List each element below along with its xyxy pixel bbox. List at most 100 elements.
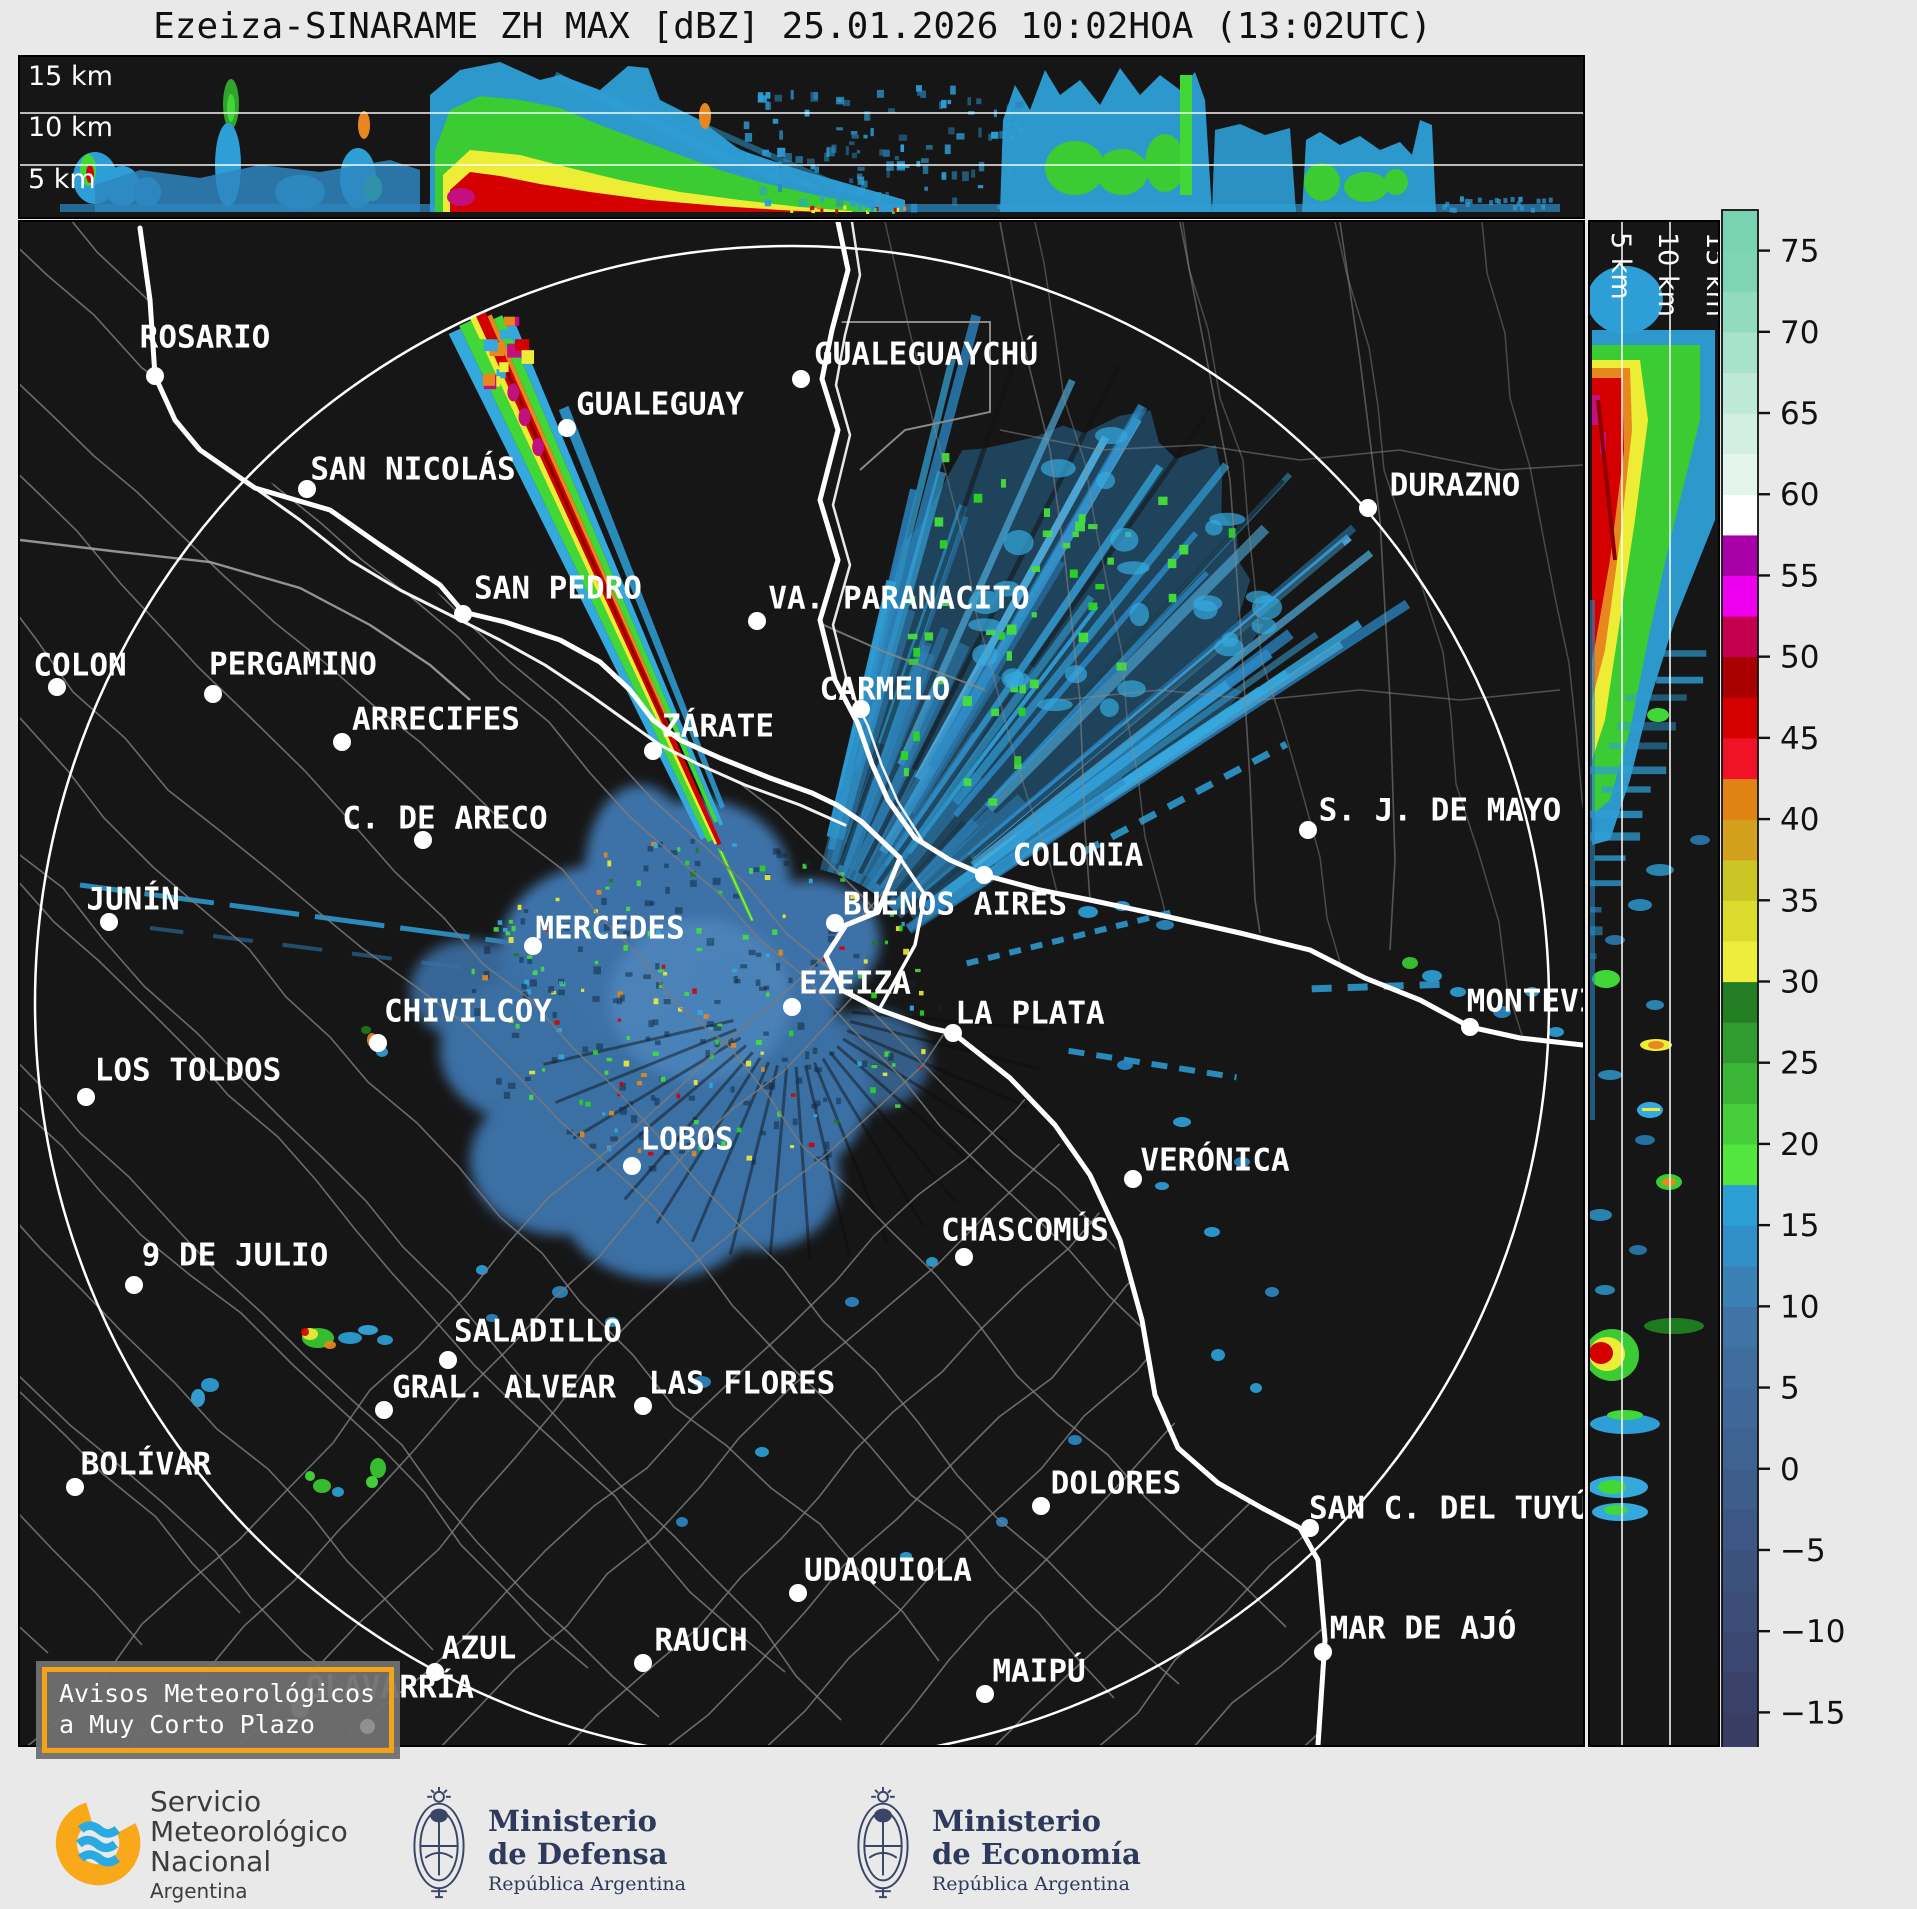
rect [950,85,956,95]
blob-speck [813,962,819,967]
top-echoes [60,62,1560,214]
blob-speck [661,964,666,969]
blob-speck [730,1086,735,1093]
blob-speck [532,970,538,976]
blob-speck [465,1001,471,1008]
fan-green-speck [963,778,972,787]
city-label: PERGAMINO [209,647,377,683]
boundary-line [1424,222,1583,1653]
city-label: ROSARIO [140,320,271,356]
blob-speck [630,1115,638,1123]
fan-lump [972,644,998,666]
blob-spoke [829,1051,958,1204]
colorbar-segment [1722,981,1758,1023]
rect [976,98,982,105]
blob-speck [521,983,527,990]
city-dot [369,1034,387,1052]
fan-lump [1003,530,1034,556]
blob-speck [698,1145,703,1151]
beam-tip-cell [521,350,535,364]
colorbar-tick-label: −15 [1780,1695,1845,1731]
boundary-line [715,222,1325,1745]
page-title: Ezeiza-SINARAME ZH MAX [dBZ] 25.01.2026 … [153,6,1432,47]
boundary-line [1029,222,1259,1045]
city-label: CHIVILCOY [384,994,552,1030]
blob-speck [664,863,669,869]
rect [816,205,820,210]
fan-streak [897,378,1076,766]
blob-speck [603,852,608,858]
fan-green-speck [1088,524,1098,530]
city-label: GUALEGUAYCHÚ [814,336,1038,373]
fan-streak [952,462,1230,806]
echo-cell [338,1332,362,1344]
fan-green-speck [924,632,934,641]
rect [891,209,895,214]
rect [947,99,952,105]
argentina-crest-icon [857,1786,909,1899]
rect [746,153,751,162]
colorbar-tick-label: 30 [1780,965,1819,1001]
defensa-line1: Ministerio [488,1804,658,1838]
echo-cell [361,1026,371,1034]
colorbar-segment [1722,1509,1758,1551]
echo-cell [1265,1287,1279,1297]
fan-green-speck [938,676,946,685]
blob-speck [626,906,631,912]
blob-speck [656,929,661,935]
blob-speck [813,1114,818,1118]
colorbar-segment [1722,1306,1758,1348]
blob-speck [596,1043,603,1050]
blob-speck [877,963,886,969]
blob-speck [692,988,697,994]
rect [917,87,921,96]
blob-speck [685,860,690,866]
fan-gap [892,478,1285,900]
fan-lump [1095,427,1128,445]
blob-speck [755,979,761,986]
rect [885,191,889,199]
blob-speck [619,1081,624,1087]
boundary-line [607,247,1325,1745]
blob-speck [822,957,827,962]
blob-speck [654,1040,661,1046]
blob-speck [612,998,619,1003]
blob-speck [884,1051,891,1057]
blob-speck [689,880,697,887]
city-label: MONTEVIDEO [1467,984,1583,1020]
fan-green-speck [1029,679,1039,689]
boundary-line [1329,222,1583,1045]
rect [876,89,884,98]
blob-speck [558,981,564,986]
colorbar-segment [1722,1468,1758,1510]
blob-speck [715,1039,719,1045]
beam-tip-cell [515,339,530,352]
warning-badge[interactable]: Avisos Meteorológicos a Muy Corto Plazo [36,1661,401,1759]
fan-green-speck [913,731,920,742]
blob-speck [592,996,600,1002]
blob-speck [871,992,877,999]
fan-green-speck [1075,521,1085,532]
blob-speck [626,1036,631,1041]
blob-speck [617,1093,622,1097]
colorbar-segment [1722,1590,1758,1632]
fan-green-speck [986,629,996,636]
blob-speck [493,927,499,932]
boundary-line [20,222,49,1654]
rect [922,165,929,174]
warning-line-1: Avisos Meteorológicos [59,1679,376,1708]
rect [1512,205,1517,211]
echo-cell [845,1297,859,1307]
blob-speck [650,901,655,906]
fan-green-speck [1000,479,1006,488]
rect [848,141,855,146]
right-cross-section-panel: 5 km 10 km 15 km [1588,220,1720,1747]
city-dot [524,937,542,955]
rect [810,164,816,170]
rect [856,150,861,154]
blob-speck [505,931,511,936]
fan-lump [993,580,1021,597]
colorbar-segment [1722,453,1758,495]
echo-cell [693,1376,711,1388]
colorbar-segment [1722,778,1758,820]
